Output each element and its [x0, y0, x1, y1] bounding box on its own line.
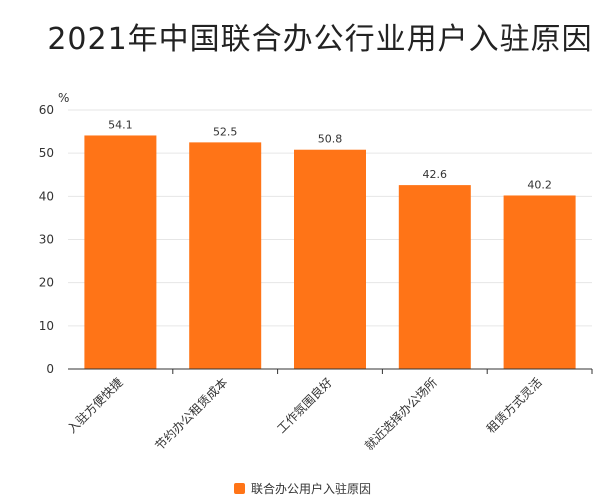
bar	[398, 185, 471, 369]
y-axis-unit: %	[58, 91, 69, 105]
x-tick-label: 节约办公租赁成本	[152, 375, 230, 453]
y-tick-label: 10	[39, 319, 54, 333]
bar	[294, 149, 366, 369]
x-tick-label: 就近选择办公场所	[361, 375, 439, 453]
bars: 54.1 52.5 50.8 42.6 40.2	[84, 118, 576, 369]
legend-swatch	[233, 482, 245, 494]
x-tick-label: 租赁方式灵活	[483, 375, 545, 437]
legend: 联合办公用户入驻原因	[0, 479, 605, 497]
data-label: 40.2	[527, 178, 552, 191]
y-tick-label: 60	[39, 103, 54, 117]
y-tick-label: 30	[39, 233, 54, 247]
bar	[503, 195, 576, 369]
data-label: 50.8	[318, 133, 343, 146]
y-tick-label: 40	[39, 189, 54, 203]
bar	[189, 142, 262, 369]
bar	[84, 135, 157, 369]
x-tick-label: 工作氛围良好	[274, 375, 336, 437]
data-label: 54.1	[108, 118, 133, 131]
chart-title: 2021年中国联合办公行业用户入驻原因	[47, 22, 593, 57]
y-tick-label: 0	[46, 362, 54, 376]
legend-label: 联合办公用户入驻原因	[250, 481, 371, 496]
y-tick-label: 50	[39, 146, 54, 160]
y-tick-label: 20	[39, 276, 54, 290]
data-label: 52.5	[213, 125, 238, 138]
x-tick-label: 入驻方便快捷	[64, 375, 126, 437]
data-label: 42.6	[423, 168, 448, 181]
